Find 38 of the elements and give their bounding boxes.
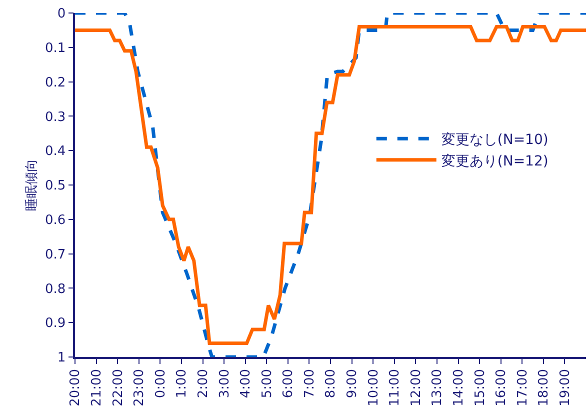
y-tick-label: 0.5 [44,178,66,194]
x-tick-label: 15:00 [472,368,488,406]
x-tick-label: 7:00 [302,368,318,398]
y-tick-label: 0.6 [44,212,66,228]
y-tick-label: 0.9 [44,316,66,332]
x-tick-label: 1:00 [174,368,190,398]
x-tick-label: 14:00 [451,368,466,406]
y-tick-label: 0.4 [44,144,66,160]
x-tick-label: 22:00 [110,368,126,406]
x-tick-label: 12:00 [408,368,424,406]
x-tick-label: 3:00 [217,368,232,398]
x-tick-label: 5:00 [260,368,275,398]
y-tick-label: 0.1 [44,40,66,56]
x-tick-label: 0:00 [153,368,168,398]
x-tick-label: 19:00 [558,368,573,406]
x-tick-label: 16:00 [494,368,510,406]
y-tick-label: 1 [57,350,66,366]
x-tick-label: 11:00 [388,368,403,406]
y-axis-title: 睡眠傾向 [24,159,40,211]
x-tick-label: 18:00 [536,368,552,406]
x-tick-label: 17:00 [515,368,530,406]
x-tick-label: 20:00 [68,368,84,406]
y-tick-label: 0.3 [44,110,66,125]
x-tick-label: 4:00 [238,368,254,398]
x-tick-label: 10:00 [366,368,382,406]
y-tick-label: 0.2 [44,75,66,90]
x-tick-label: 9:00 [345,368,360,398]
x-tick-label: 8:00 [324,368,339,398]
x-tick-label: 2:00 [196,368,211,398]
legend-label: 変更あり(N=12) [441,153,548,170]
y-tick-label: 0 [57,6,66,22]
x-tick-label: 13:00 [430,368,446,406]
x-tick-label: 21:00 [90,368,105,406]
x-tick-label: 23:00 [132,368,148,406]
legend-label: 変更なし(N=10) [441,132,548,148]
x-tick-label: 6:00 [281,368,296,398]
y-tick-label: 0.7 [44,247,66,262]
y-tick-label: 0.8 [44,282,66,297]
